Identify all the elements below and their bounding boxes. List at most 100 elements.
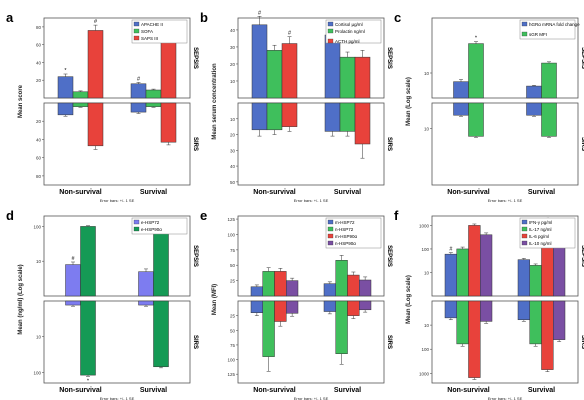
- y-axis-label: Mean score: [18, 84, 24, 118]
- legend-swatch: [133, 21, 140, 27]
- bottom-tick-label: 100: [227, 358, 235, 363]
- bar-top: [453, 81, 469, 99]
- legend-swatch: [327, 226, 334, 232]
- legend-box: [131, 217, 188, 235]
- legend-label: IL-6 pg/ml: [529, 234, 549, 239]
- sirs-label: SIRS: [192, 137, 198, 151]
- bar-top: [347, 274, 360, 297]
- top-tick-label: 10: [424, 71, 430, 76]
- bar-top: [517, 259, 530, 297]
- significance-mark: #: [71, 256, 75, 262]
- bar-top: [145, 89, 162, 99]
- bar-top: [468, 43, 484, 99]
- bar-top: [323, 283, 336, 297]
- bar-bottom: [517, 300, 530, 321]
- legend-box: [325, 19, 382, 44]
- bottom-tick-label: 50: [230, 180, 236, 185]
- x-category-label: Non-survival: [253, 387, 295, 394]
- panel-c: c Mean (Log scale) 10 10 SEPSIS SIRS Non-survi…: [394, 10, 584, 203]
- bar-bottom: [80, 300, 96, 376]
- bottom-plot-frame: [43, 300, 191, 384]
- sepsis-label: SEPSIS: [192, 245, 198, 267]
- bottom-tick-label: 1000: [419, 371, 430, 376]
- legend-label: Prolactin ng/ml: [335, 29, 365, 34]
- legend-swatch: [521, 233, 528, 239]
- legend-swatch: [327, 240, 334, 246]
- bar-bottom: [526, 102, 542, 116]
- significance-mark: *: [87, 378, 90, 384]
- sepsis-label: SEPSIS: [386, 47, 392, 69]
- bar-top: [339, 56, 356, 99]
- bottom-tick-label: 10: [424, 323, 430, 328]
- y-axis-label: Mean (MFI): [212, 284, 218, 315]
- bottom-plot-frame: [237, 102, 385, 186]
- bar-bottom: [453, 102, 469, 116]
- legend-swatch: [327, 21, 334, 27]
- bar-top: [87, 30, 104, 99]
- bar-bottom: [266, 102, 283, 131]
- top-tick-label: 20: [230, 62, 236, 67]
- legend-swatch: [521, 226, 528, 232]
- top-tick-label: 100: [227, 232, 235, 237]
- panel-d: d Mean (ng/ml) (Log scale) 10 100 10 100 SEPSI…: [6, 208, 198, 400]
- legend-label: SAPS III: [141, 36, 158, 41]
- bar-top: [250, 286, 263, 297]
- bar-top: [526, 85, 542, 99]
- panel-letter: b: [200, 10, 208, 25]
- bottom-tick-label: 20: [36, 119, 42, 124]
- bar-bottom: [72, 102, 89, 107]
- bottom-tick-label: 125: [227, 372, 235, 377]
- bar-bottom: [347, 300, 360, 316]
- bar-bottom: [57, 102, 74, 116]
- legend-label: sGR MFI: [529, 32, 547, 37]
- top-tick-label: 100: [33, 224, 41, 229]
- bar-bottom: [468, 102, 484, 137]
- sepsis-label: SEPSIS: [580, 47, 584, 69]
- bar-top: [72, 91, 89, 99]
- significance-mark: #: [94, 19, 98, 25]
- bar-top: [359, 279, 372, 297]
- top-tick-label: 1000: [419, 223, 430, 228]
- sepsis-label: SEPSIS: [386, 245, 392, 267]
- bar-top: [444, 253, 457, 297]
- bar-bottom: [541, 102, 557, 137]
- legend-swatch: [327, 28, 334, 34]
- legend-box: [325, 217, 382, 249]
- sirs-label: SIRS: [386, 137, 392, 151]
- bar-top: [80, 226, 96, 297]
- bottom-plot-frame: [43, 102, 191, 186]
- top-tick-label: 50: [230, 263, 236, 268]
- bottom-plot-frame: [431, 102, 579, 186]
- bar-bottom: [87, 102, 104, 147]
- bar-bottom: [323, 300, 336, 312]
- top-tick-label: 10: [36, 259, 42, 264]
- top-plot-frame: [43, 17, 191, 99]
- significance-mark: #: [258, 10, 262, 16]
- top-plot-frame: [237, 215, 385, 297]
- bottom-tick-label: 50: [230, 328, 236, 333]
- significance-mark: *: [475, 36, 478, 42]
- legend-label: m-HSP72: [335, 220, 355, 225]
- bar-bottom: [359, 300, 372, 311]
- panel-e: e Mean (MFI) 25 50 75 100 125 25 50 75 100 125 SEPSI…: [200, 208, 392, 400]
- error-bars-note: Error bars: +/- 1 SE: [294, 198, 329, 203]
- panel-f: f Mean (Log scale) 10 100 1000 10 100 1000 SEPSI…: [394, 208, 584, 400]
- bar-bottom: [281, 102, 298, 127]
- bar-bottom: [480, 300, 493, 322]
- top-plot-frame: [431, 17, 579, 99]
- bottom-plot-frame: [431, 300, 579, 384]
- top-tick-label: 100: [421, 247, 429, 252]
- bottom-tick-label: 100: [421, 347, 429, 352]
- bar-top: [160, 39, 177, 99]
- legend-label: e-HSP90α: [141, 227, 162, 232]
- bar-top: [529, 265, 542, 297]
- bottom-tick-label: 100: [33, 370, 41, 375]
- bar-top: [266, 50, 283, 99]
- top-tick-label: 75: [230, 248, 236, 253]
- top-tick-label: 40: [230, 28, 236, 33]
- top-plot-frame: [237, 17, 385, 99]
- legend-label: IFN-γ pg/ml: [529, 220, 552, 225]
- error-bars-note: Error bars: +/- 1 SE: [100, 198, 135, 203]
- bar-top: [468, 225, 481, 297]
